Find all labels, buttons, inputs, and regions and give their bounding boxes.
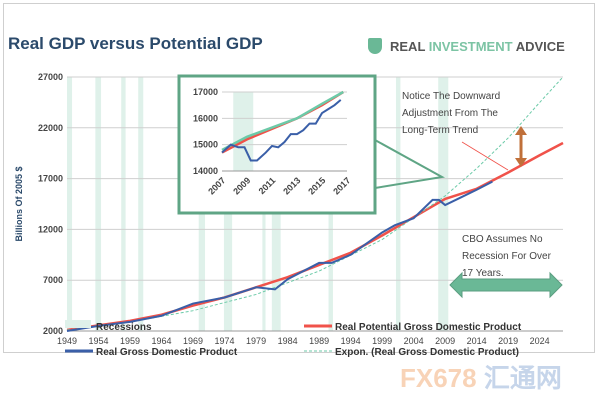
annotation-downward: Notice The Downward — [402, 91, 500, 102]
legend-expon: Expon. (Real Gross Domestic Product) — [335, 347, 519, 358]
shield-icon — [368, 38, 382, 54]
x-tick-label: 1949 — [57, 336, 77, 346]
recession-band — [121, 77, 126, 331]
recession-band — [138, 77, 144, 331]
x-tick-label: 1954 — [88, 336, 108, 346]
x-tick-label: 1964 — [152, 336, 172, 346]
y-tick-label: 15000 — [193, 140, 218, 150]
chart-title: Real GDP versus Potential GDP — [8, 34, 263, 53]
series-line-real-gdp — [66, 180, 493, 332]
brand-logo: REAL INVESTMENT ADVICE — [368, 38, 565, 54]
annotation-downward: Adjustment From The — [402, 108, 498, 119]
brand-real: REAL — [390, 39, 429, 54]
legend-potential: Real Potential Gross Domestic Product — [335, 322, 522, 333]
legend-real: Real Gross Domestic Product — [96, 347, 238, 358]
recession-band — [233, 92, 254, 171]
x-tick-label: 1979 — [246, 336, 266, 346]
x-tick-label: 1989 — [309, 336, 329, 346]
brand-advice: ADVICE — [512, 39, 565, 54]
series-line-real-gdp — [221, 99, 342, 162]
y-tick-label: 27000 — [38, 72, 63, 82]
watermark-cjk: 汇通网 — [483, 363, 562, 393]
no-recession-arrow — [449, 271, 563, 299]
annotation-cbo: CBO Assumes No — [462, 234, 543, 245]
x-tick-label: 1974 — [215, 336, 235, 346]
chart-frame — [3, 3, 595, 353]
x-tick-label: 1999 — [372, 336, 392, 346]
recession-band — [67, 77, 73, 331]
annotation-downward: Long-Term Trend — [402, 125, 478, 136]
annotation-pointer — [461, 141, 509, 171]
x-tick-label: 2024 — [530, 336, 550, 346]
y-axis-label: Billions Of 2005 $ — [14, 166, 24, 241]
annotation-cbo: Recession For Over — [462, 251, 552, 262]
brand-investment: INVESTMENT — [428, 39, 513, 54]
x-tick-label: 2019 — [498, 336, 518, 346]
annotation-cbo: 17 Years. — [462, 268, 504, 279]
y-tick-label: 7000 — [43, 275, 63, 285]
x-tick-label: 1994 — [341, 336, 361, 346]
y-tick-label: 16000 — [193, 113, 218, 123]
x-tick-label: 1959 — [120, 336, 140, 346]
y-tick-label: 17000 — [193, 87, 218, 97]
recession-band — [95, 77, 102, 331]
legend-recessions: Recessions — [96, 322, 152, 333]
legend-swatch-recessions — [65, 320, 91, 328]
y-tick-label: 2000 — [43, 326, 63, 336]
watermark: FX678 汇通网 — [400, 358, 562, 395]
x-tick-label: 2009 — [435, 336, 455, 346]
recession-band — [395, 77, 401, 331]
x-tick-label: 2014 — [467, 336, 487, 346]
x-tick-label: 1984 — [278, 336, 298, 346]
series-line-expon-trend — [66, 76, 564, 331]
gap-arrow-heads — [515, 126, 527, 167]
inset-callout — [374, 139, 446, 189]
x-tick-label: 2004 — [404, 336, 424, 346]
y-tick-label: 12000 — [38, 224, 63, 234]
x-tick-label: 1969 — [183, 336, 203, 346]
y-tick-label: 22000 — [38, 123, 63, 133]
y-tick-label: 17000 — [38, 174, 63, 184]
series-line-expon-trend — [221, 90, 344, 152]
watermark-latin: FX678 — [400, 363, 477, 393]
y-tick-label: 14000 — [193, 166, 218, 176]
